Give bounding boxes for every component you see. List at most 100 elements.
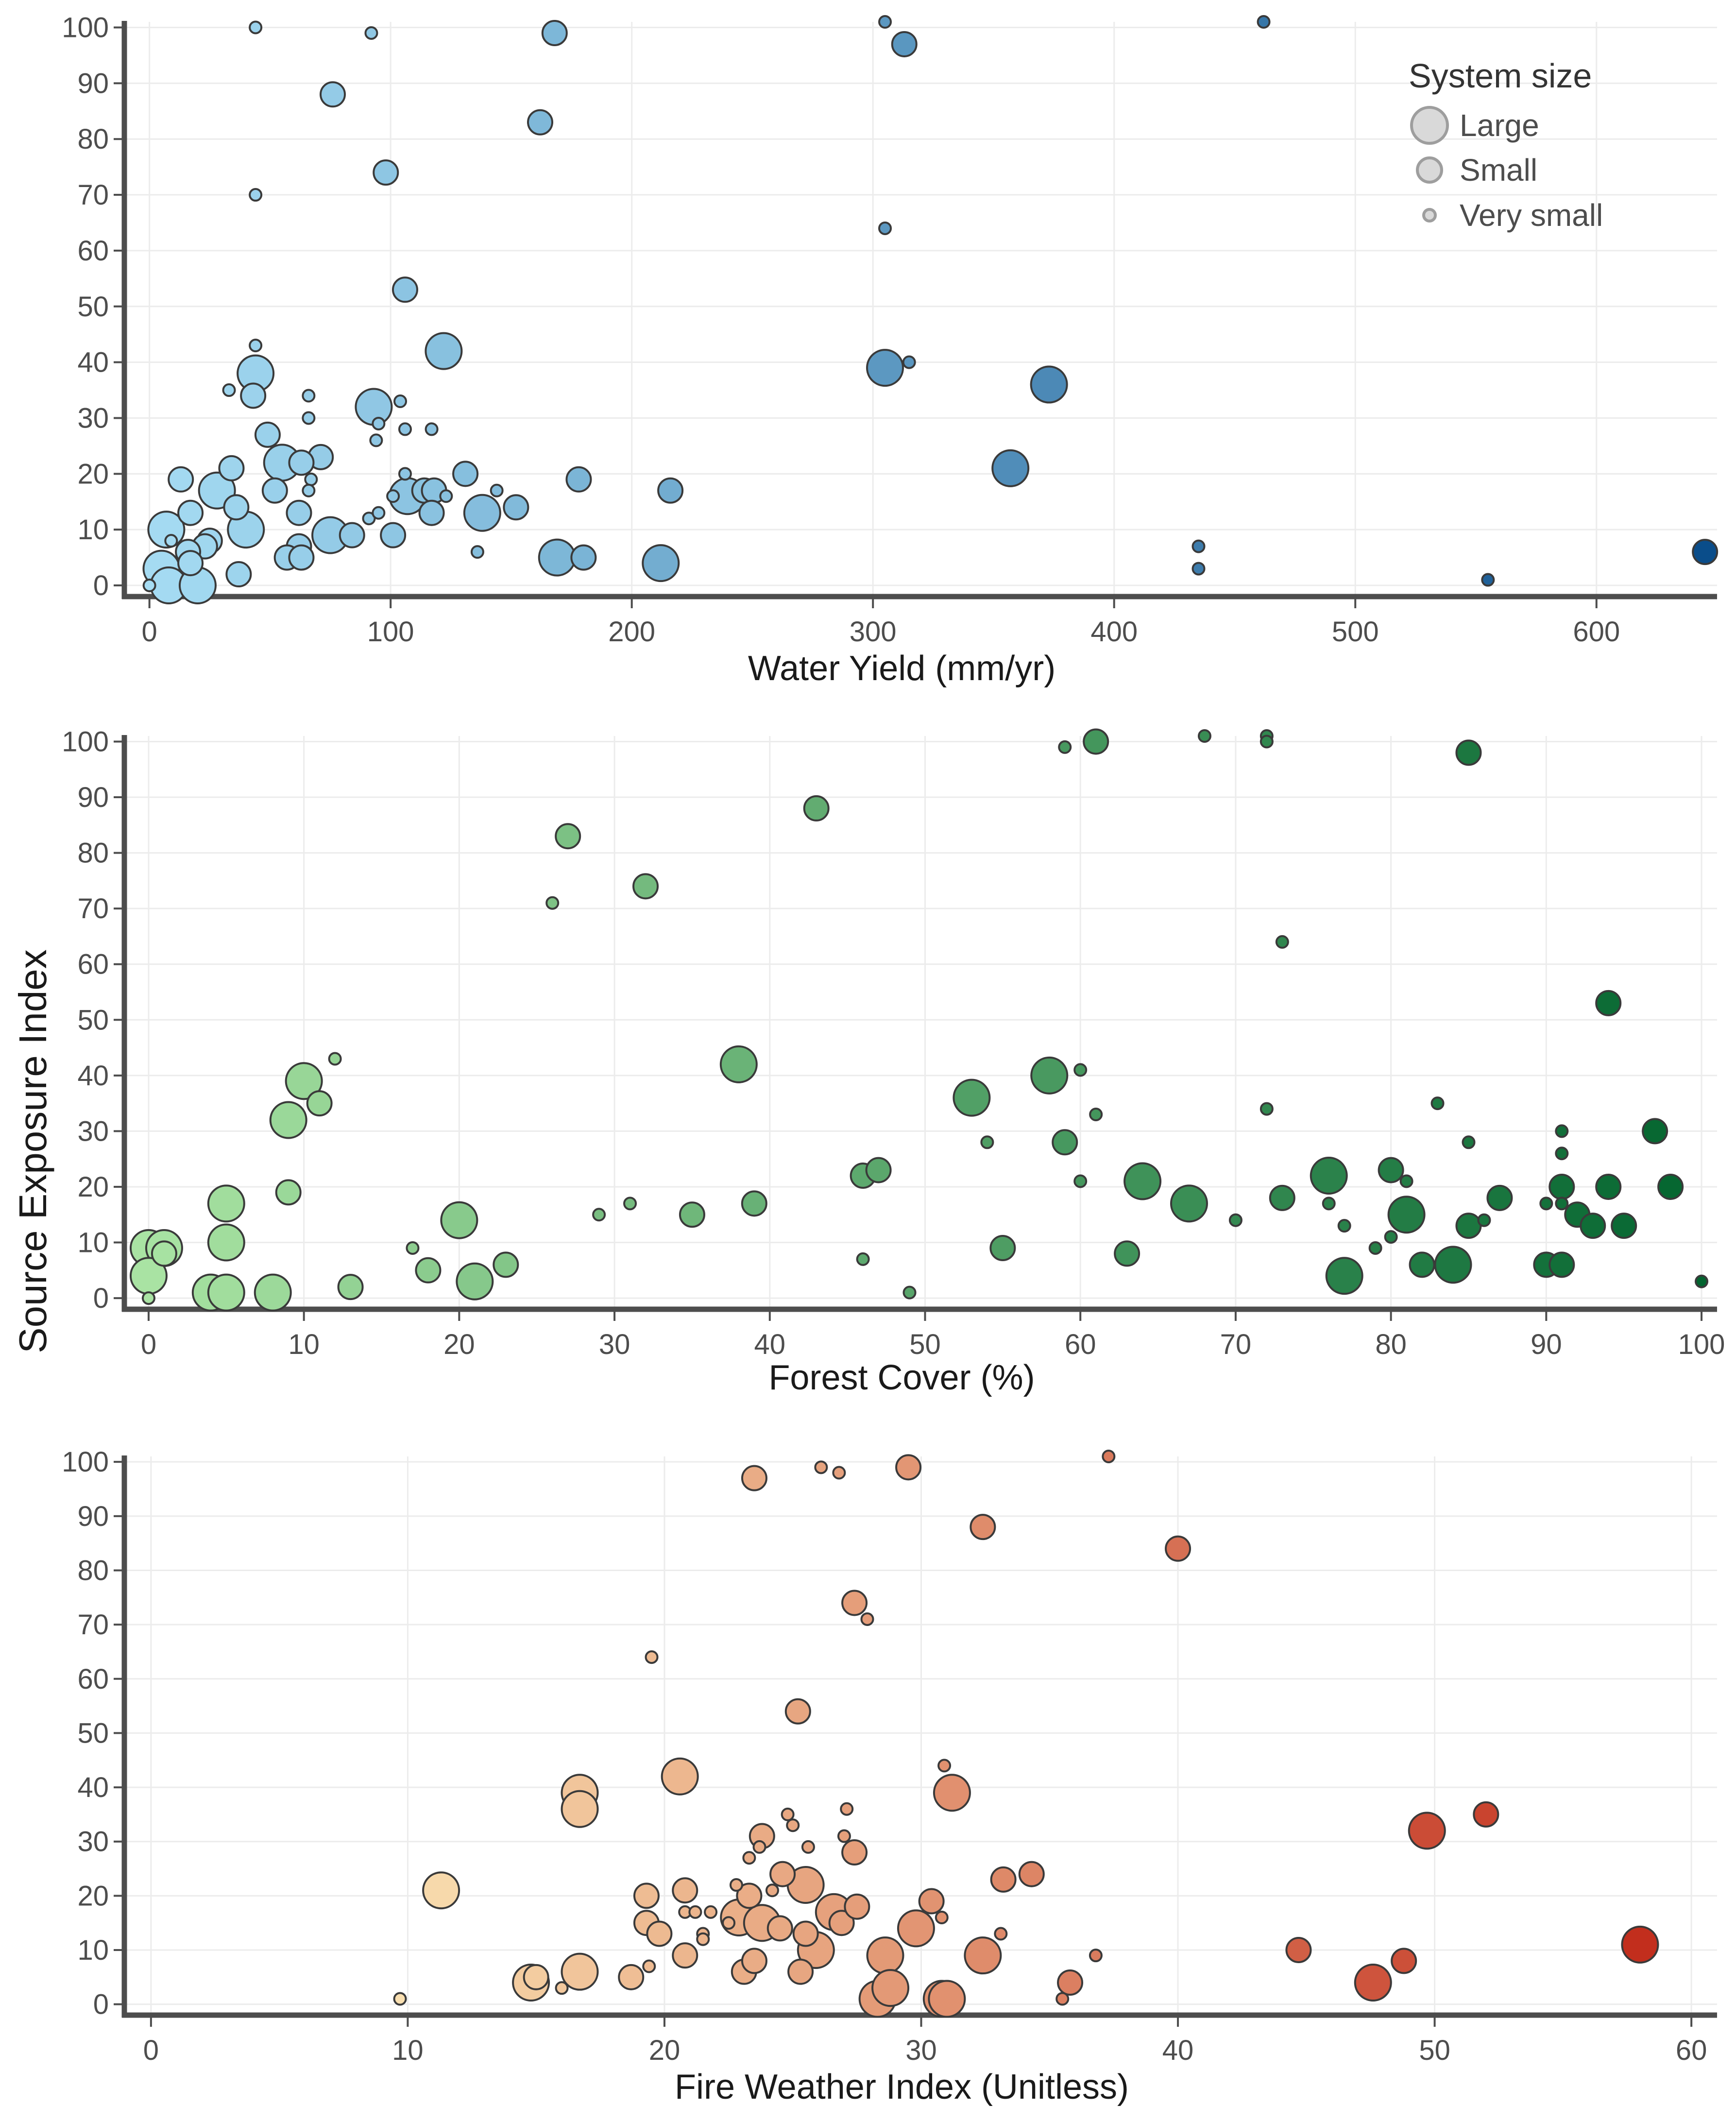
data-point: [1695, 1274, 1709, 1288]
data-point: [207, 1184, 245, 1223]
data-point: [1455, 1213, 1482, 1239]
data-point: [866, 349, 904, 387]
data-point: [1387, 1196, 1426, 1234]
y-tick-label: 50: [77, 1717, 109, 1749]
data-point: [493, 1251, 519, 1278]
y-tick-label: 0: [93, 570, 109, 601]
data-point: [1337, 1219, 1351, 1233]
y-tick-label: 0: [93, 1283, 109, 1314]
data-point: [249, 20, 263, 34]
data-point: [1642, 1118, 1668, 1145]
data-point: [1621, 1925, 1659, 1964]
data-point: [1595, 990, 1622, 1016]
data-point: [372, 416, 386, 430]
data-point: [1058, 740, 1072, 754]
legend-marker-very-small: [1422, 208, 1437, 222]
data-point: [1057, 1969, 1084, 1996]
data-point: [878, 15, 892, 29]
y-tick-label: 80: [77, 123, 109, 155]
data-point: [1555, 1124, 1569, 1138]
data-point: [1430, 1096, 1445, 1111]
data-point: [1692, 539, 1719, 565]
data-point: [398, 467, 412, 481]
data-point: [1089, 1108, 1103, 1122]
data-point: [555, 823, 581, 850]
data-point: [269, 1101, 307, 1139]
data-point: [1477, 1213, 1491, 1227]
data-point: [661, 1757, 699, 1796]
data-point: [177, 550, 204, 577]
y-tick-label: 30: [77, 1115, 109, 1147]
data-point: [320, 81, 346, 108]
legend-label-large: Large: [1460, 108, 1539, 143]
data-point: [1486, 1184, 1513, 1211]
x-tick-label: 30: [599, 1329, 630, 1360]
data-point: [964, 1936, 1002, 1975]
data-point: [254, 421, 281, 448]
data-point: [704, 1905, 718, 1919]
x-tick-label: 500: [1332, 616, 1379, 648]
data-point: [1408, 1812, 1446, 1850]
data-point: [781, 1807, 795, 1821]
data-point: [1455, 739, 1482, 766]
data-point: [1030, 1056, 1069, 1095]
data-point: [1481, 573, 1495, 587]
x-tick-label: 20: [443, 1329, 475, 1360]
data-point: [642, 1959, 656, 1973]
data-point: [902, 1285, 917, 1300]
data-point: [369, 433, 383, 447]
data-point: [1322, 1197, 1336, 1211]
data-point: [752, 1840, 766, 1854]
data-point: [696, 1932, 710, 1946]
data-point: [841, 1839, 868, 1866]
y-tick-label: 90: [77, 782, 109, 813]
data-point: [1123, 1162, 1162, 1200]
x-axis-title: Forest Cover (%): [768, 1358, 1035, 1397]
data-point: [1378, 1157, 1404, 1183]
data-point: [222, 383, 236, 397]
data-point: [633, 1882, 660, 1909]
data-point: [503, 494, 529, 521]
data-point: [1052, 1129, 1078, 1156]
data-point: [657, 477, 684, 504]
data-point: [565, 466, 592, 493]
data-point: [1197, 729, 1211, 743]
data-point: [364, 26, 378, 40]
data-point: [1555, 1197, 1569, 1211]
data-point: [766, 1915, 793, 1942]
data-point: [632, 873, 659, 900]
data-point: [373, 159, 399, 186]
x-tick-label: 40: [754, 1329, 786, 1360]
data-point: [1555, 1147, 1569, 1161]
data-point: [391, 276, 418, 303]
x-tick-label: 400: [1090, 616, 1138, 648]
data-point: [719, 1045, 758, 1083]
data-point: [288, 449, 315, 476]
data-point: [1055, 1992, 1070, 2006]
y-tick-label: 100: [62, 726, 109, 757]
data-point: [1391, 1948, 1417, 1974]
data-point: [1269, 1184, 1295, 1211]
x-tick-label: 20: [649, 2035, 681, 2066]
data-point: [561, 1952, 599, 1991]
panel-water-yield: 0 10 20 30 40 50 60 70 80 90 100 0 100 200 300 400 500 60…: [62, 12, 1719, 688]
data-point: [288, 544, 315, 571]
data-point: [1384, 1230, 1398, 1244]
data-point: [1275, 935, 1289, 949]
data-point: [386, 489, 400, 503]
data-point: [856, 1252, 870, 1266]
data-point: [1611, 1213, 1637, 1239]
data-point: [1191, 539, 1206, 553]
data-point: [722, 1916, 736, 1930]
data-point: [555, 1981, 569, 1995]
data-point: [736, 1882, 763, 1909]
data-point: [1191, 562, 1206, 576]
data-point: [249, 339, 263, 353]
data-point: [970, 1514, 996, 1540]
data-point: [990, 1866, 1017, 1893]
data-point: [1114, 1240, 1140, 1267]
data-point: [769, 1861, 796, 1887]
data-point: [418, 499, 445, 526]
legend: System size Large Small Very small: [1409, 57, 1603, 233]
